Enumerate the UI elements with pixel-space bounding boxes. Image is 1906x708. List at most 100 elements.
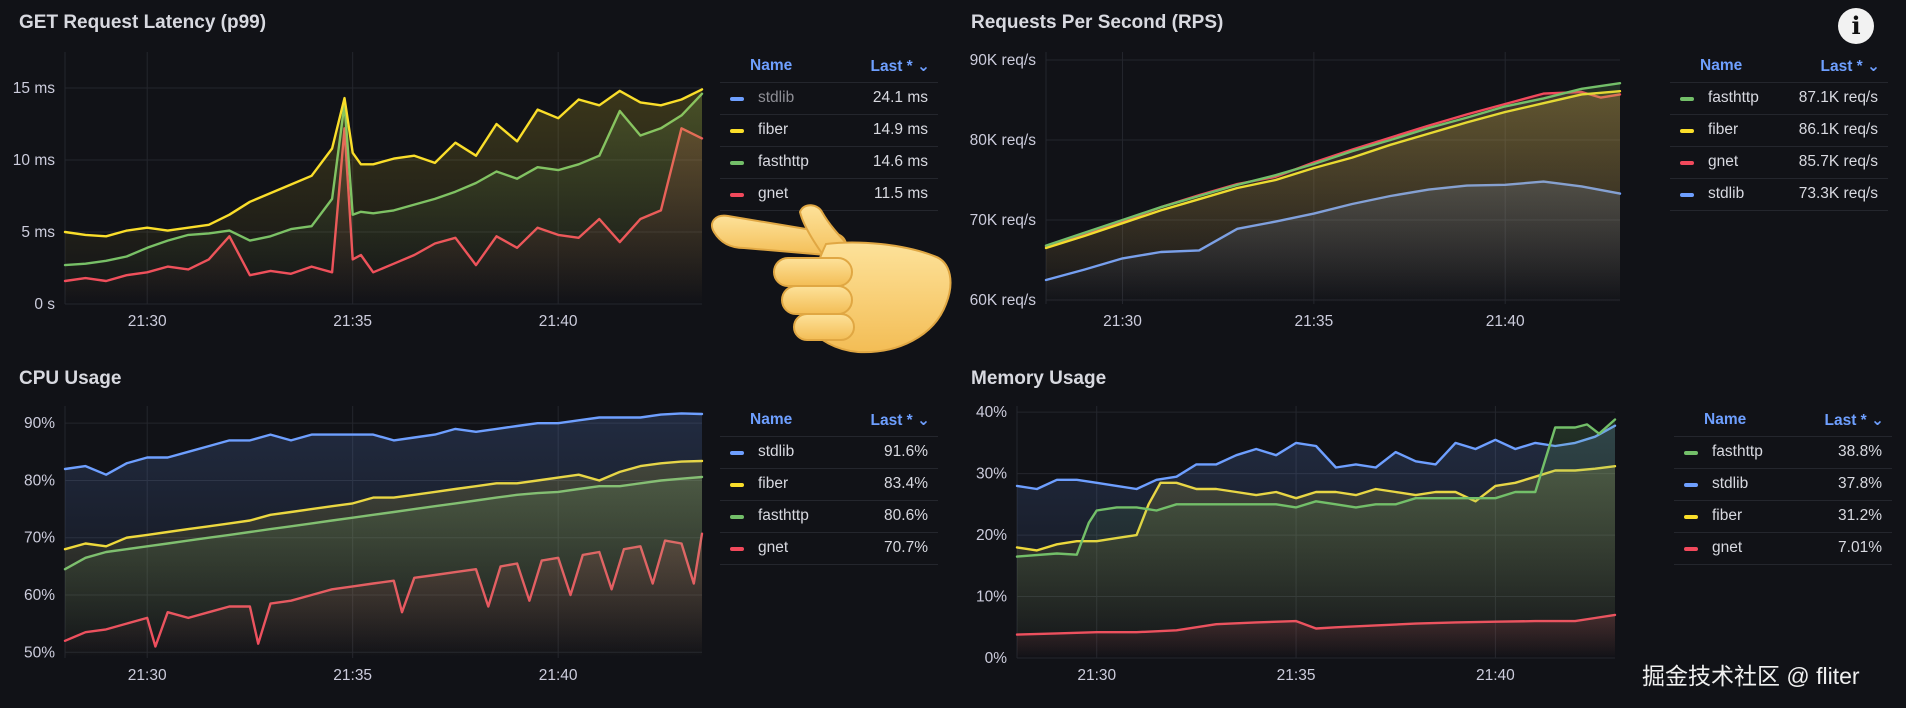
legend-last-value: 38.8% [1838, 443, 1882, 460]
x-tick-label: 21:30 [1103, 313, 1142, 330]
legend-item-fiber[interactable]: fiber 83.4% [720, 469, 938, 501]
legend-item-gnet[interactable]: gnet 70.7% [720, 533, 938, 565]
legend-header-last[interactable]: Last * ⌄ [870, 58, 930, 75]
y-tick-label: 90% [24, 415, 55, 432]
legend-last-value: 85.7K req/s [1798, 153, 1878, 170]
x-tick-label: 21:40 [1476, 667, 1515, 684]
legend-item-gnet[interactable]: gnet 7.01% [1674, 533, 1892, 565]
panel-memory: Memory Usage 0% 10% 20% 30% 40% 21:30 21:35 21:… [952, 354, 1906, 708]
panel-latency: GET Request Latency (p99) 0 s 5 ms 10 ms 15… [0, 0, 960, 354]
legend-series-name: stdlib [758, 443, 795, 460]
y-tick-label: 80K req/s [970, 132, 1037, 149]
latency-legend: Name Last * ⌄ stdlib 24.1 ms fiber 14.9 ms fas… [720, 52, 938, 211]
legend-last-value: 86.1K req/s [1798, 121, 1878, 138]
y-tick-label: 0 s [34, 296, 55, 313]
legend-swatch [1684, 483, 1698, 487]
legend-item-stdlib[interactable]: stdlib 24.1 ms [720, 83, 938, 115]
x-tick-label: 21:40 [539, 313, 578, 330]
legend-swatch [1684, 547, 1698, 551]
cpu-chart[interactable]: 50% 60% 70% 80% 90% 21:30 21:35 21:40 [0, 406, 710, 706]
y-tick-label: 50% [24, 644, 55, 661]
legend-swatch [730, 483, 744, 487]
series-area-stdlib [65, 413, 702, 658]
y-tick-label: 60K req/s [970, 292, 1037, 309]
legend-item-stdlib[interactable]: stdlib 73.3K req/s [1670, 179, 1888, 211]
legend-header-name[interactable]: Name [750, 57, 793, 74]
legend-series-name: fiber [758, 121, 789, 138]
legend-last-value: 31.2% [1838, 507, 1882, 524]
x-tick-label: 21:30 [128, 313, 167, 330]
legend-series-name: stdlib [758, 89, 795, 106]
legend-swatch [1680, 193, 1694, 197]
watermark: 掘金技术社区 @ fliter [1642, 663, 1860, 689]
legend-item-fiber[interactable]: fiber 86.1K req/s [1670, 115, 1888, 147]
legend-last-value: 91.6% [884, 443, 928, 460]
series-area-fasthttp [1046, 83, 1620, 304]
rps-chart[interactable]: 60K req/s 70K req/s 80K req/s 90K req/s 21:3… [952, 52, 1632, 352]
legend-item-fasthttp[interactable]: fasthttp 14.6 ms [720, 147, 938, 179]
legend-series-name: gnet [1708, 153, 1739, 170]
legend-swatch [1684, 515, 1698, 519]
legend-item-fiber[interactable]: fiber 31.2% [1674, 501, 1892, 533]
legend-swatch [730, 97, 744, 101]
legend-series-name: stdlib [1712, 475, 1749, 492]
series-line-stdlib [1015, 424, 1617, 491]
legend-series-name: fasthttp [758, 153, 809, 170]
legend-series-name: fasthttp [758, 507, 809, 524]
legend-last-value: 87.1K req/s [1798, 89, 1878, 106]
legend-item-stdlib[interactable]: stdlib 37.8% [1674, 469, 1892, 501]
legend-swatch [730, 193, 744, 197]
legend-swatch [730, 515, 744, 519]
legend-item-gnet[interactable]: gnet 11.5 ms [720, 179, 938, 211]
legend-last-value: 70.7% [884, 539, 928, 556]
legend-header-last[interactable]: Last * ⌄ [870, 412, 930, 429]
panel-title: CPU Usage [19, 368, 122, 389]
legend-header-last[interactable]: Last * ⌄ [1824, 412, 1884, 429]
x-tick-label: 21:30 [128, 667, 167, 684]
legend-series-name: fiber [1708, 121, 1739, 138]
legend-series-name: fasthttp [1712, 443, 1763, 460]
legend-header-name[interactable]: Name [1700, 57, 1743, 74]
legend-item-fasthttp[interactable]: fasthttp 38.8% [1674, 437, 1892, 469]
legend-last-value: 7.01% [1838, 539, 1882, 556]
legend-series-name: stdlib [1708, 185, 1745, 202]
legend-series-name: fiber [1712, 507, 1743, 524]
latency-chart[interactable]: 0 s 5 ms 10 ms 15 ms 21:30 21:35 21:40 [0, 52, 710, 352]
x-tick-label: 21:35 [333, 313, 372, 330]
legend-swatch [1684, 451, 1698, 455]
legend-last-value: 83.4% [884, 475, 928, 492]
legend-swatch [730, 161, 744, 165]
legend-last-value: 14.9 ms [872, 121, 928, 138]
legend-header: Name Last * ⌄ [720, 52, 938, 83]
series-line-fasthttp [1015, 418, 1617, 558]
info-icon[interactable]: i [1838, 8, 1874, 44]
legend-item-fasthttp[interactable]: fasthttp 80.6% [720, 501, 938, 533]
legend-swatch [1680, 161, 1694, 165]
y-tick-label: 10% [976, 589, 1007, 606]
legend-series-name: gnet [758, 185, 789, 202]
legend-header-last[interactable]: Last * ⌄ [1820, 58, 1880, 75]
legend-swatch [730, 451, 744, 455]
rps-legend: Name Last * ⌄ fasthttp 87.1K req/s fiber 86.1… [1670, 52, 1888, 211]
legend-item-stdlib[interactable]: stdlib 91.6% [720, 437, 938, 469]
legend-series-name: fiber [758, 475, 789, 492]
y-tick-label: 60% [24, 587, 55, 604]
x-tick-label: 21:30 [1077, 667, 1116, 684]
panel-title: GET Request Latency (p99) [19, 12, 267, 33]
legend-header: Name Last * ⌄ [1674, 406, 1892, 437]
memory-chart[interactable]: 0% 10% 20% 30% 40% 21:30 21:35 21:40 [952, 404, 1632, 706]
cpu-legend: Name Last * ⌄ stdlib 91.6% fiber 83.4% fasthtt… [720, 406, 938, 565]
legend-last-value: 14.6 ms [872, 153, 928, 170]
panel-cpu: CPU Usage 50% 60% 70% 80% 90% 21:30 21:35 21:40… [0, 354, 960, 708]
y-tick-label: 70% [24, 530, 55, 547]
legend-item-fiber[interactable]: fiber 14.9 ms [720, 115, 938, 147]
legend-header-name[interactable]: Name [1704, 411, 1747, 428]
series-line-fasthttp [1044, 82, 1622, 247]
series-area-fiber [65, 89, 702, 305]
pointing-hand-icon [708, 204, 954, 369]
legend-item-gnet[interactable]: gnet 85.7K req/s [1670, 147, 1888, 179]
legend-item-fasthttp[interactable]: fasthttp 87.1K req/s [1670, 83, 1888, 115]
legend-header: Name Last * ⌄ [720, 406, 938, 437]
legend-series-name: gnet [758, 539, 789, 556]
legend-header-name[interactable]: Name [750, 411, 793, 428]
